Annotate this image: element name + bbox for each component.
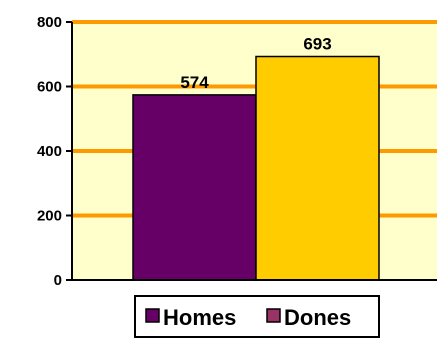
legend-box	[134, 295, 380, 338]
y-tick-label: 400	[37, 143, 62, 160]
legend-label-dones: Dones	[284, 305, 351, 330]
y-tick-label: 800	[37, 14, 62, 31]
legend-label-homes: Homes	[163, 305, 236, 330]
legend: Homes Dones	[134, 295, 380, 338]
bar-homes	[132, 94, 257, 281]
y-tick-label: 600	[37, 79, 62, 96]
bar-dones	[255, 55, 380, 281]
y-tick-label: 0	[54, 272, 62, 289]
y-tick-label: 200	[37, 208, 62, 225]
y-axis-ticks: 0 200 400 600 800	[37, 14, 72, 289]
data-labels: 574 693	[180, 35, 331, 92]
legend-swatch-homes	[145, 308, 160, 323]
data-label-homes: 574	[180, 73, 209, 92]
bars	[132, 55, 380, 281]
legend-swatch-dones	[266, 308, 281, 323]
data-label-dones: 693	[303, 35, 331, 54]
